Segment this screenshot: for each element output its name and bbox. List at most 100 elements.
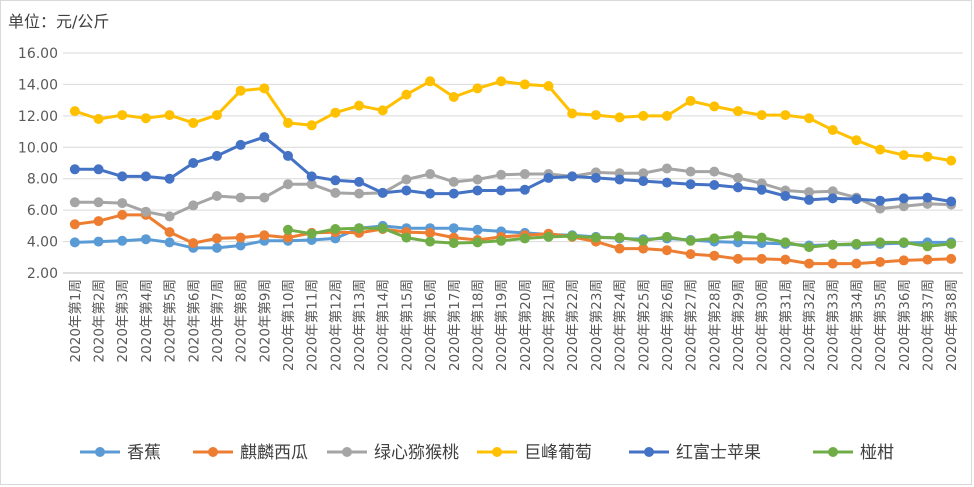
legend-swatch-marker [828, 447, 838, 457]
data-point [211, 233, 222, 244]
data-point [851, 258, 862, 269]
data-point [306, 171, 317, 182]
data-point [733, 231, 743, 242]
legend-label: 巨峰葡萄 [524, 443, 592, 463]
data-point [875, 144, 886, 155]
data-point [69, 219, 80, 230]
data-point [519, 79, 530, 90]
data-point [946, 253, 957, 264]
data-point [117, 198, 128, 209]
x-tick-label: 2020年第6周 [185, 279, 202, 362]
series-5 [69, 132, 957, 207]
data-point [472, 174, 483, 185]
legend-swatch-marker [492, 447, 502, 457]
legend-swatch-marker [208, 447, 218, 457]
data-point [306, 120, 317, 131]
data-point [685, 249, 696, 260]
data-point [425, 76, 436, 87]
legend: 香蕉 麒麟西瓜 绿心猕猴桃 巨峰葡萄 红富士苹果 椪柑 [80, 443, 894, 463]
data-point [519, 184, 530, 195]
data-point [804, 258, 815, 269]
data-point [93, 114, 104, 124]
data-point [661, 177, 672, 188]
x-tick-label: 2020年第16周 [422, 279, 439, 371]
data-point [259, 83, 270, 94]
data-point [780, 237, 791, 248]
x-tick-label: 2020年第25周 [635, 279, 652, 371]
y-tick-label: 10.00 [18, 140, 58, 156]
x-tick-label: 2020年第36周 [896, 279, 913, 371]
data-point [330, 224, 341, 234]
legend-swatch-marker [644, 447, 654, 457]
data-point [685, 95, 696, 106]
data-point [827, 258, 838, 269]
data-point [448, 223, 459, 234]
data-point [638, 168, 649, 179]
x-tick-label: 2020年第11周 [304, 279, 321, 371]
y-tick-label: 12.00 [18, 109, 58, 125]
series-line [74, 167, 952, 218]
data-point [188, 158, 199, 168]
x-tick-label: 2020年第1周 [67, 279, 84, 362]
data-point [661, 163, 672, 174]
data-point [496, 169, 507, 180]
legend-item[interactable]: 椪柑 [813, 443, 894, 463]
data-point [543, 231, 554, 242]
x-tick-label: 2020年第29周 [730, 279, 747, 371]
x-tick-label: 2020年第26周 [659, 279, 676, 371]
legend-item[interactable]: 麒麟西瓜 [193, 443, 308, 463]
data-point [472, 237, 483, 248]
data-point [306, 228, 317, 239]
data-point [590, 110, 601, 121]
legend-item[interactable]: 巨峰葡萄 [477, 443, 592, 463]
data-point [354, 176, 365, 187]
x-tick-label: 2020年第27周 [683, 279, 700, 371]
data-point [922, 151, 933, 162]
data-point [804, 242, 815, 253]
data-point [211, 191, 222, 201]
data-point [401, 185, 412, 196]
data-point [756, 232, 767, 243]
data-point [235, 85, 246, 96]
data-point [472, 224, 483, 235]
x-tick-label: 2020年第33周 [825, 279, 842, 371]
legend-item[interactable]: 香蕉 [80, 443, 161, 463]
data-point [567, 231, 578, 242]
data-point [567, 108, 578, 119]
data-point [235, 192, 246, 203]
data-point [140, 171, 151, 182]
data-point [733, 172, 743, 183]
x-tick-label: 2020年第17周 [446, 279, 463, 371]
data-point [638, 235, 649, 246]
data-point [354, 100, 365, 111]
legend-label: 椪柑 [860, 443, 894, 463]
x-tick-label: 2020年第31周 [777, 279, 794, 371]
data-point [425, 188, 436, 199]
data-point [354, 223, 365, 234]
x-tick-label: 2020年第18周 [469, 279, 486, 371]
x-tick-label: 2020年第2周 [91, 279, 108, 362]
data-point [69, 237, 80, 248]
legend-item[interactable]: 绿心猕猴桃 [327, 443, 459, 463]
data-point [117, 235, 128, 246]
legend-label: 红富士苹果 [676, 443, 761, 463]
data-point [827, 239, 838, 250]
data-point [164, 173, 175, 184]
legend-item[interactable]: 红富士苹果 [629, 443, 761, 463]
data-point [93, 236, 104, 247]
y-tick-label: 14.00 [18, 77, 58, 93]
x-tick-label: 2020年第38周 [943, 279, 960, 371]
data-point [898, 193, 909, 204]
data-point [140, 206, 151, 217]
data-point [188, 117, 199, 128]
x-tick-label: 2020年第7周 [209, 279, 226, 362]
x-tick-label: 2020年第3周 [114, 279, 131, 362]
data-point [306, 179, 317, 190]
data-point [496, 235, 507, 246]
data-point [235, 139, 246, 150]
gridlines [63, 52, 963, 274]
data-point [614, 232, 625, 243]
y-tick-label: 16.00 [18, 46, 58, 62]
x-tick-label: 2020年第34周 [848, 279, 865, 371]
data-point [259, 132, 270, 143]
